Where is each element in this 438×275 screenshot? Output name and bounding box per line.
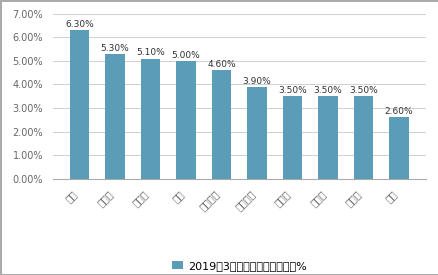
Text: 2.60%: 2.60% (384, 107, 413, 116)
Bar (176, 61, 195, 179)
Text: 3.50%: 3.50% (348, 86, 377, 95)
Text: 5.10%: 5.10% (136, 48, 164, 57)
Text: 3.50%: 3.50% (278, 86, 306, 95)
Text: 3.90%: 3.90% (242, 77, 271, 86)
Text: 6.30%: 6.30% (65, 20, 94, 29)
Text: 3.50%: 3.50% (313, 86, 342, 95)
Bar (140, 59, 160, 179)
Bar (282, 96, 302, 179)
Text: 5.30%: 5.30% (100, 44, 129, 53)
Bar (70, 30, 89, 179)
Bar (318, 96, 337, 179)
Bar (353, 96, 372, 179)
Legend: 2019年3月洋酒网络零售额占比%: 2019年3月洋酒网络零售额占比% (167, 257, 310, 275)
Text: 5.00%: 5.00% (171, 51, 200, 60)
Bar (247, 87, 266, 179)
Bar (389, 117, 408, 179)
Bar (211, 70, 231, 179)
Bar (105, 54, 124, 179)
Text: 4.60%: 4.60% (207, 60, 235, 69)
